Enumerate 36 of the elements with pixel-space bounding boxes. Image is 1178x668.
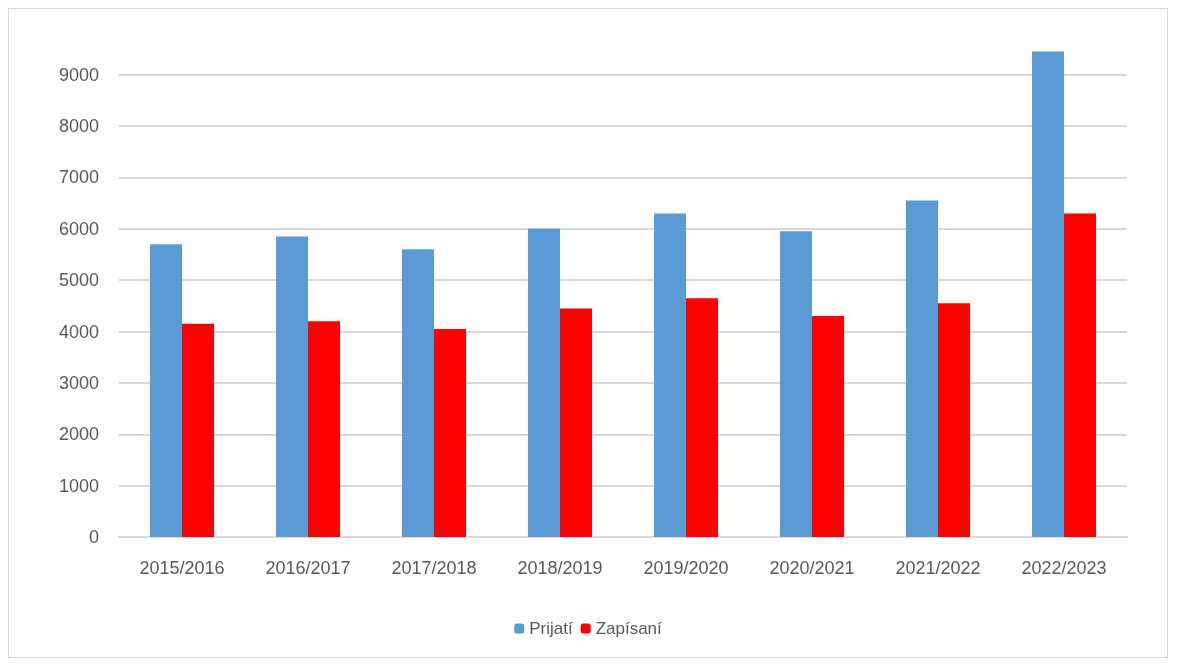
bar <box>654 213 686 537</box>
y-tick-label: 6000 <box>58 218 99 239</box>
x-tick-label: 2018/2019 <box>517 558 603 578</box>
bar <box>308 321 340 537</box>
y-tick-label: 1000 <box>58 475 99 496</box>
y-tick-label: 3000 <box>58 372 99 393</box>
x-tick-label: 2016/2017 <box>265 558 351 578</box>
y-tick-label: 4000 <box>58 321 99 342</box>
y-tick-label: 8000 <box>58 116 99 137</box>
bar <box>182 323 214 537</box>
bar <box>528 228 560 537</box>
x-tick-label: 2020/2021 <box>769 558 855 578</box>
y-tick-label: 0 <box>88 527 99 547</box>
y-tick-label: 5000 <box>58 270 99 291</box>
x-tick-label: 2021/2022 <box>895 558 981 578</box>
x-tick-label: 2015/2016 <box>139 558 225 578</box>
x-tick-label: 2022/2023 <box>1021 558 1107 578</box>
bar <box>150 244 182 537</box>
y-tick-label: 7000 <box>58 167 99 188</box>
bar <box>938 303 970 537</box>
bar <box>686 298 718 537</box>
bar <box>1064 213 1096 537</box>
y-tick-label: 9000 <box>58 64 99 85</box>
bar <box>1032 51 1064 537</box>
bar <box>276 236 308 537</box>
legend-label: Prijatí <box>529 619 573 638</box>
y-tick-label: 2000 <box>58 424 99 445</box>
bar <box>906 200 938 537</box>
bar <box>434 328 466 537</box>
legend-label: Zapísaní <box>595 619 663 638</box>
x-tick-label: 2017/2018 <box>391 558 477 578</box>
bar <box>780 231 812 537</box>
bar <box>812 316 844 537</box>
x-tick-label: 2019/2020 <box>643 558 729 578</box>
bar <box>560 308 592 537</box>
bar <box>402 249 434 537</box>
